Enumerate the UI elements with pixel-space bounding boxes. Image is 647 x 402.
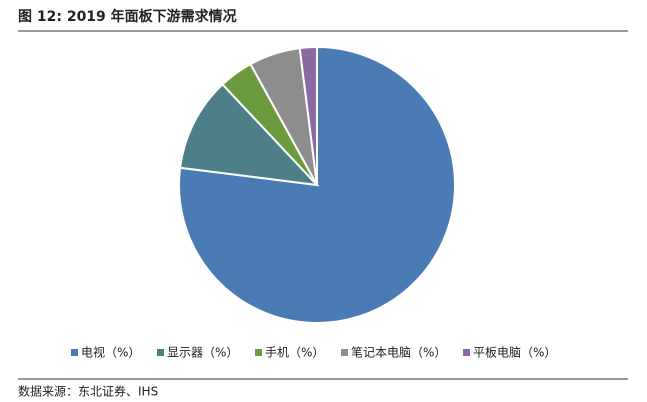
legend-label: 平板电脑（%） xyxy=(473,346,556,360)
legend-label: 显示器（%） xyxy=(167,346,238,360)
pie-slice xyxy=(178,82,320,187)
legend-label: 电视（%） xyxy=(81,345,140,360)
legend-swatch xyxy=(157,349,164,356)
legend-label: 手机（%） xyxy=(265,346,324,360)
pie-slice xyxy=(298,45,318,186)
legend-swatch xyxy=(255,349,262,356)
source-note: 数据来源：东北证券、IHS xyxy=(18,384,158,399)
legend-label: 笔记本电脑（%） xyxy=(351,345,446,360)
pie-slice xyxy=(178,45,456,324)
legend-swatch xyxy=(341,349,348,356)
legend-swatch xyxy=(71,349,78,356)
legend-swatch xyxy=(463,349,470,356)
chart-title: 图 12: 2019 年面板下游需求情况 xyxy=(18,8,237,25)
